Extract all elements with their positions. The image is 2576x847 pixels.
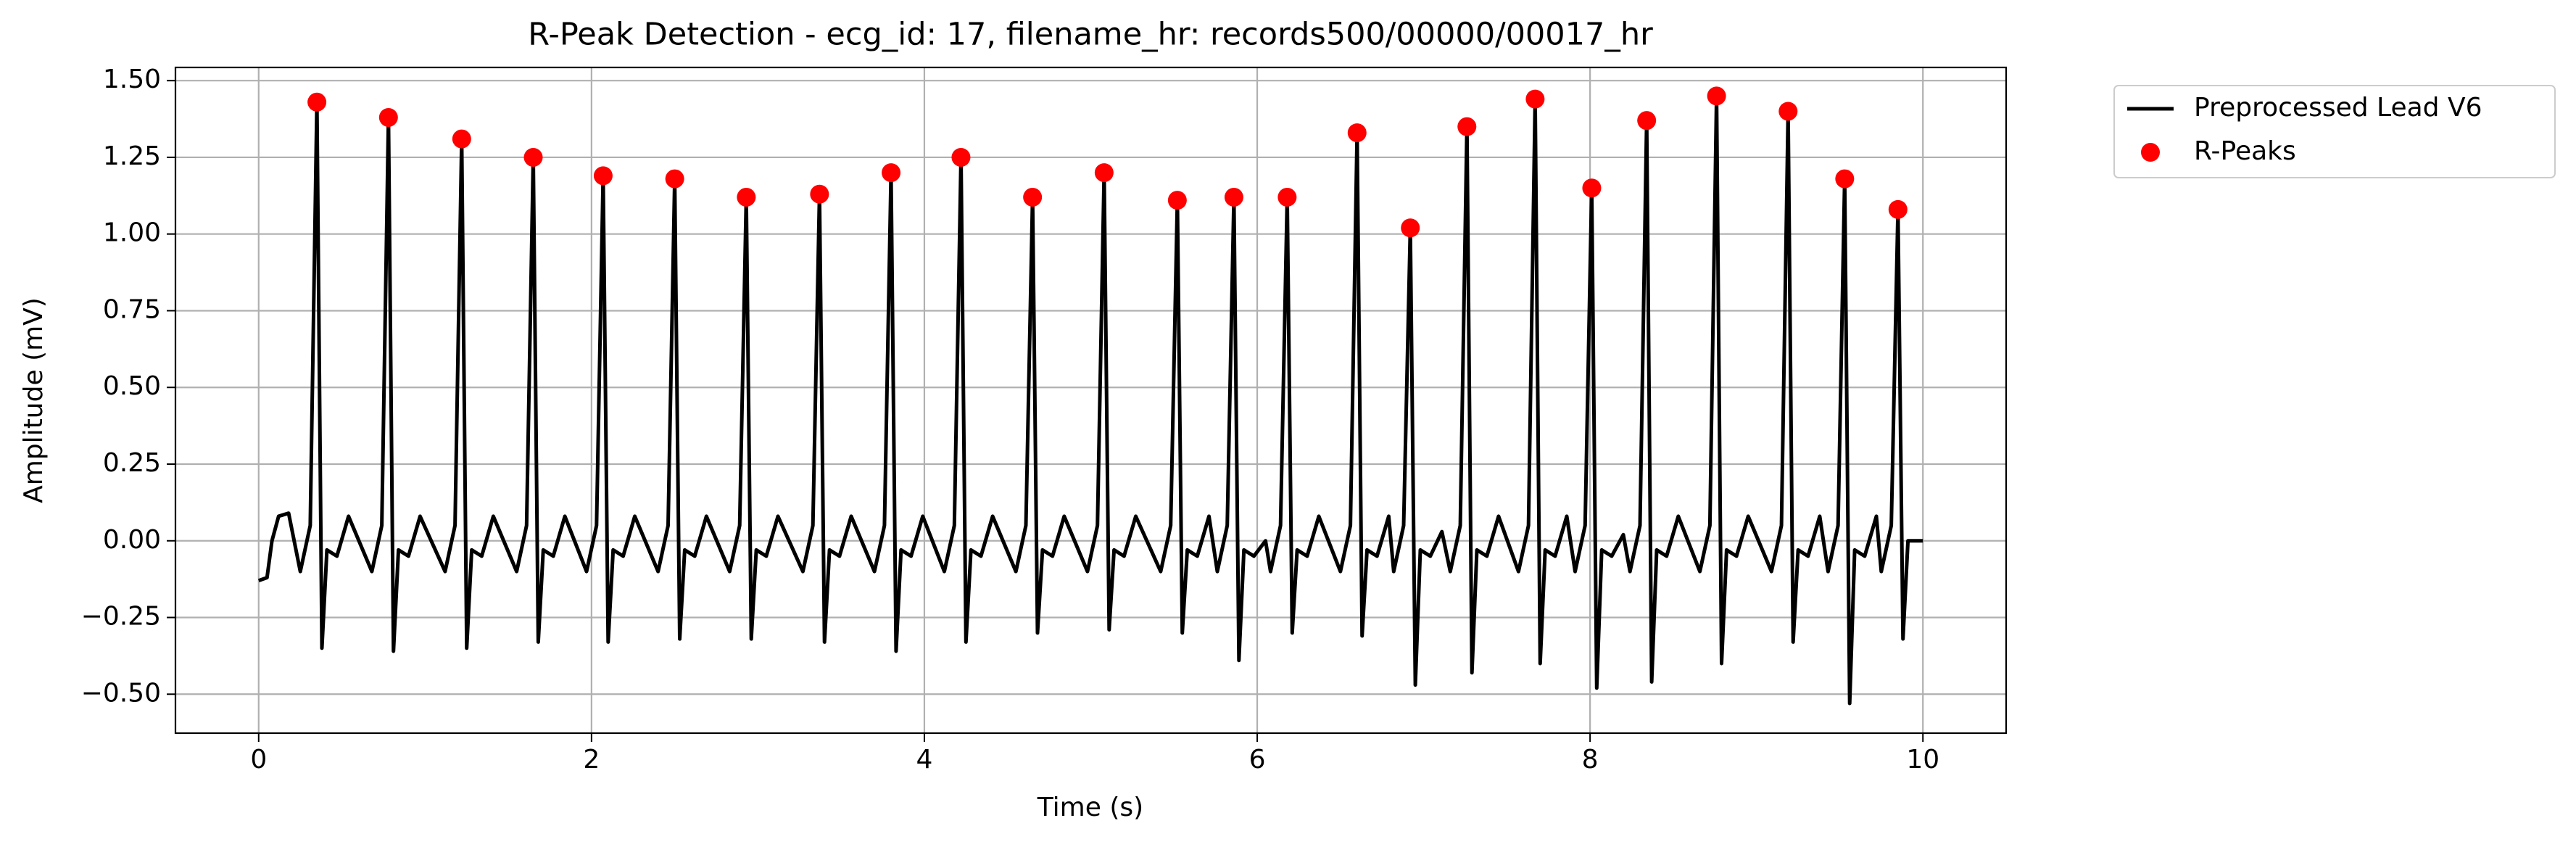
r-peak-point [1401,218,1420,238]
r-peak-point [1888,199,1908,219]
x-tick-label: 10 [1906,745,1939,774]
legend-label: R-Peaks [2194,136,2296,166]
legend-marker [2141,143,2160,162]
r-peak-point [593,166,613,186]
r-peak-point [882,163,901,183]
y-tick-label: 1.50 [103,65,161,94]
y-tick-label: 0.00 [103,525,161,555]
r-peak-point [737,187,756,207]
chart-title: R-Peak Detection - ecg_id: 17, filename_… [528,17,1653,53]
legend-box [2113,85,2556,178]
r-peak-point [810,184,829,204]
x-axis-label: Time (s) [1037,793,1143,822]
y-tick-label: −0.50 [81,678,161,708]
x-tick-label: 2 [583,745,600,774]
r-peak-point [307,92,327,112]
y-tick-label: 1.00 [103,218,161,248]
legend: Preprocessed Lead V6 R-Peaks [2113,85,2556,178]
x-tick-label: 8 [1582,745,1599,774]
x-tick-label: 0 [250,745,267,774]
y-tick-label: 0.25 [103,448,161,478]
x-tick-label: 6 [1249,745,1266,774]
y-tick-label: −0.25 [81,602,161,632]
plot-frame [174,66,2008,735]
legend-label: Preprocessed Lead V6 [2194,93,2482,123]
ecg-line [257,94,1923,706]
r-peak-point [1637,111,1657,131]
y-tick-label: 0.75 [103,294,161,324]
r-peak-point [665,169,684,189]
r-peak-point [1277,187,1297,207]
r-peak-point [452,129,471,149]
r-peak-point [1347,123,1367,143]
r-peak-point [1023,187,1043,207]
r-peak-point [1167,191,1187,210]
r-peak-point [1778,102,1798,121]
y-tick-label: 0.50 [103,371,161,401]
r-peak-point [1835,169,1855,189]
r-peak-point [1457,117,1477,136]
r-peak-point [523,147,543,167]
r-peak-point [1094,163,1114,183]
r-peak-point [1582,178,1602,198]
r-peak-point [1525,89,1545,109]
r-peak-point [378,107,398,127]
r-peak-point [1224,187,1243,207]
x-tick-label: 4 [916,745,933,774]
r-peak-point [1707,86,1726,106]
r-peak-point [951,147,971,167]
y-axis-label: Amplitude (mV) [19,297,49,503]
y-tick-label: 1.25 [103,141,161,171]
